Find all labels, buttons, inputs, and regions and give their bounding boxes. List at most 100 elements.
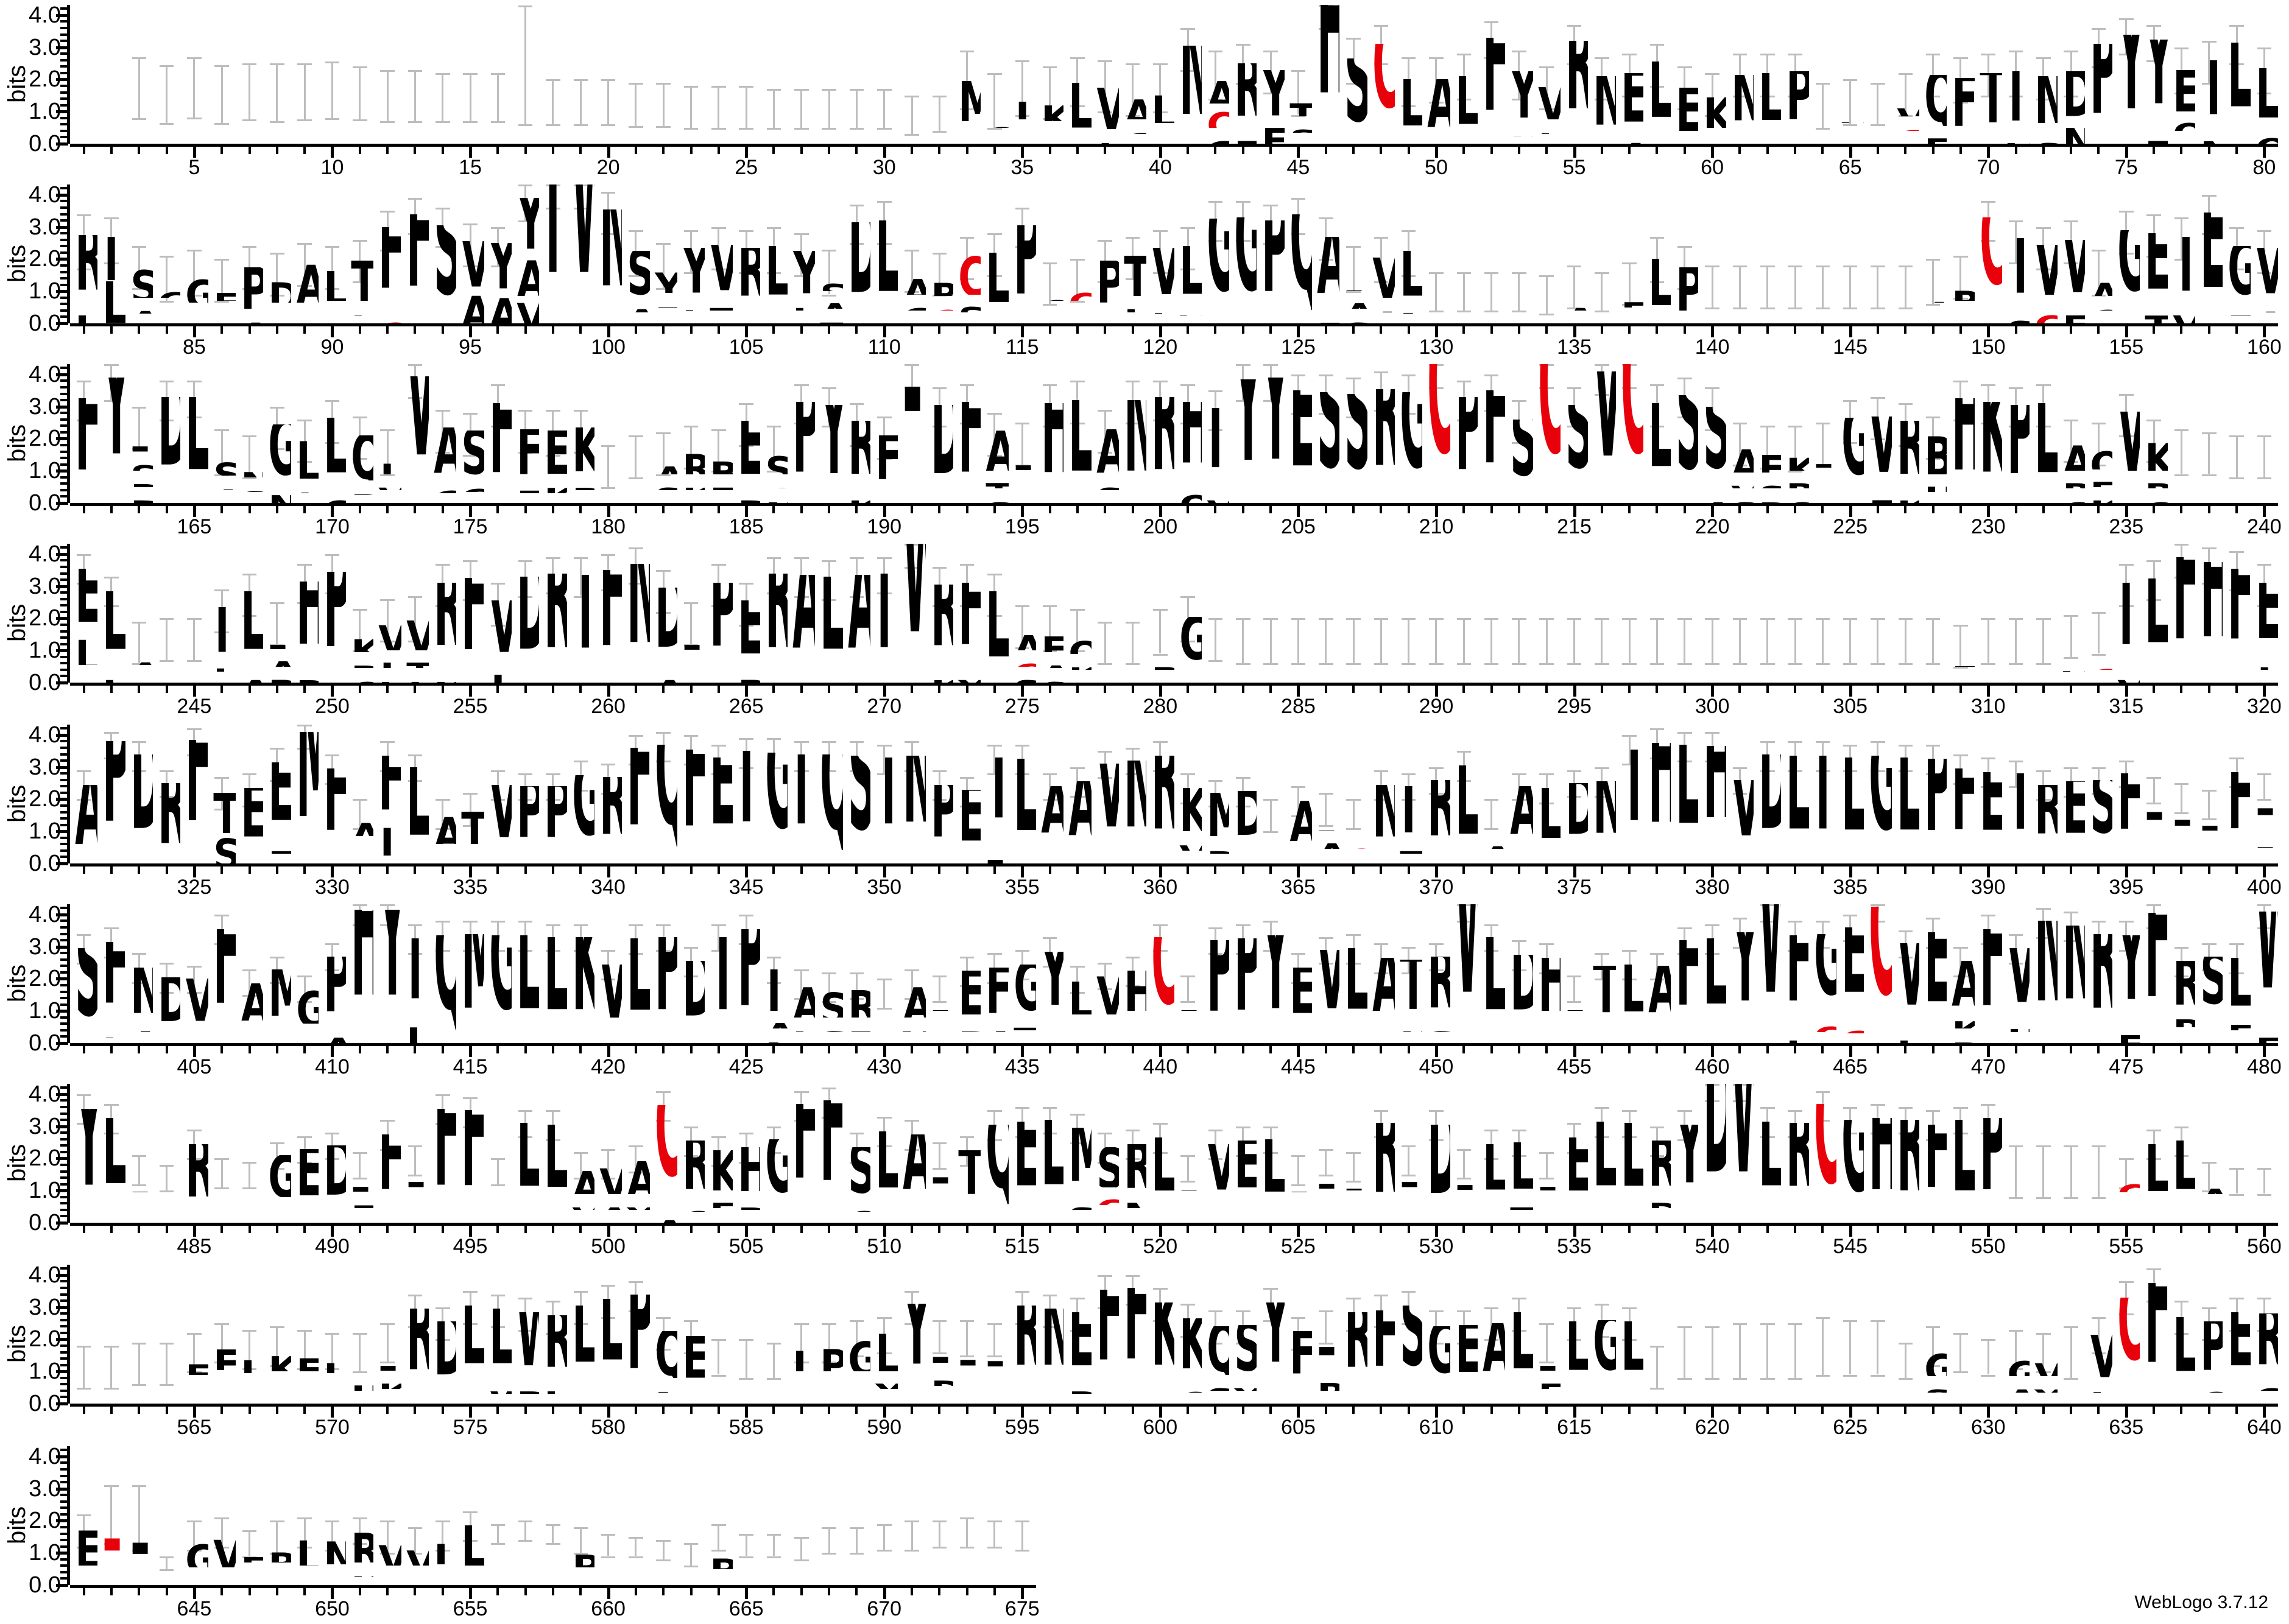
residue-letter: K xyxy=(373,1371,401,1389)
error-bar xyxy=(303,563,306,603)
error-bar-cap-top xyxy=(1595,364,1609,366)
error-bar-cap-top xyxy=(849,557,864,560)
residue-letter: A xyxy=(1063,781,1092,849)
error-bar xyxy=(496,583,499,625)
error-bar-cap-bottom xyxy=(1208,239,1223,242)
residue-letter: – xyxy=(153,644,180,660)
error-bar xyxy=(83,381,85,420)
residue-letter: – xyxy=(1285,854,1312,863)
residue-stack: E xyxy=(2195,213,2223,323)
error-bar-cap-bottom xyxy=(353,924,367,926)
error-bar-cap-top xyxy=(1512,1297,1526,1299)
residue-letter: – xyxy=(130,424,150,454)
error-bar-cap-bottom xyxy=(794,770,809,772)
x-tick-minor xyxy=(938,147,941,154)
residue-letter: S xyxy=(1339,58,1367,144)
residue-letter: D xyxy=(180,303,208,315)
x-tick-minor xyxy=(496,1226,499,1233)
residue-stack: L xyxy=(2030,403,2057,503)
residue-stack: RE– xyxy=(843,985,870,1043)
error-bar xyxy=(2015,220,2017,262)
error-bar-cap-top xyxy=(490,921,506,923)
error-bar xyxy=(800,233,803,275)
error-bar-cap-bottom xyxy=(876,592,892,595)
error-bar-cap-top xyxy=(1208,50,1223,52)
x-tick-minor xyxy=(220,1588,224,1595)
residue-letter: L xyxy=(1009,137,1036,144)
error-bar xyxy=(331,246,333,288)
residue-stack: Y xyxy=(1229,379,1257,503)
residue-stack: F– xyxy=(1092,1290,1119,1404)
error-bar-cap-top xyxy=(739,1133,753,1135)
error-bar-cap-top xyxy=(1871,1103,1885,1106)
error-bar-cap-top xyxy=(766,956,781,958)
residue-stack: LY– xyxy=(870,1333,898,1404)
error-bar xyxy=(359,239,361,282)
x-tick-minor xyxy=(275,147,278,154)
error-bar xyxy=(1711,265,1713,308)
y-tick-labels: 0.0 1.0 2.0 3.0 4.0 xyxy=(18,0,62,155)
residue-letter: – xyxy=(1367,848,1395,863)
error-bar xyxy=(1904,930,1906,957)
residue-letter: A xyxy=(1063,314,1091,323)
error-bar-cap-top xyxy=(1236,1126,1250,1128)
residue-letter: K xyxy=(263,1348,291,1371)
error-bar xyxy=(855,403,858,445)
y-tick-label: 1.0 xyxy=(29,458,61,484)
y-tick-minor xyxy=(60,1099,68,1102)
error-bar-cap-bottom xyxy=(629,583,643,585)
error-bar-cap-top xyxy=(905,1291,919,1293)
residue-letter: T xyxy=(567,575,594,683)
residue-letter: E xyxy=(1919,126,1947,144)
y-tick-label: 2.0 xyxy=(29,966,61,992)
residue-letter: – xyxy=(319,1215,346,1223)
error-bar-cap-top xyxy=(1263,1126,1278,1128)
error-bar-cap-bottom xyxy=(1346,416,1361,418)
error-bar-cap-top xyxy=(794,969,809,971)
residue-letter: – xyxy=(2168,474,2195,490)
residue-stack: R xyxy=(1146,756,1174,863)
error-bar-cap-bottom xyxy=(463,599,478,601)
x-tick-minor xyxy=(2070,866,2073,874)
y-axis-label: bits xyxy=(4,244,30,283)
x-tick-minor xyxy=(1904,326,1907,334)
residue-letter: B xyxy=(705,452,732,474)
residue-stack: F xyxy=(622,748,650,863)
error-bar-cap-bottom xyxy=(1429,102,1444,104)
residue-letter: V xyxy=(2223,131,2250,144)
error-bar-cap-bottom xyxy=(1925,458,1941,460)
x-tick-minor xyxy=(2014,1407,2017,1414)
error-bar-cap-top xyxy=(1125,621,1140,624)
residue-letter: – xyxy=(1174,1393,1202,1404)
error-bar xyxy=(2208,943,2210,969)
error-bar-cap-bottom xyxy=(1732,95,1748,97)
error-bar-cap-top xyxy=(2146,904,2161,906)
error-bar-cap-top xyxy=(2201,943,2217,946)
residue-letter: V xyxy=(208,1535,236,1567)
x-tick-minor xyxy=(1821,326,1824,334)
y-tick-minor xyxy=(60,804,68,807)
y-tick-label: 4.0 xyxy=(29,1081,61,1107)
error-bar-cap-bottom xyxy=(1098,988,1112,991)
error-bar-cap-bottom xyxy=(1125,985,1140,987)
x-tick-minor xyxy=(1462,1407,1465,1414)
x-tick-minor xyxy=(524,326,527,334)
error-bar-cap-top xyxy=(2119,18,2134,21)
x-tick-minor xyxy=(2180,1407,2183,1414)
error-bar-cap-top xyxy=(1015,60,1030,62)
x-tick-minor xyxy=(1959,1226,1962,1233)
error-bar-cap-bottom xyxy=(1318,963,1333,965)
error-bar xyxy=(83,933,85,963)
error-bar xyxy=(83,1094,85,1123)
residue-stack: BHY xyxy=(1919,435,1947,503)
residue-letter: N xyxy=(898,756,926,849)
residue-stack: YHC xyxy=(1505,71,1533,144)
residue-letter: T xyxy=(1119,256,1146,296)
x-axis-line xyxy=(70,1043,2278,1046)
x-tick-minor xyxy=(1352,326,1355,334)
residue-letter: A xyxy=(456,492,484,503)
residue-stack: E–– xyxy=(1450,1325,1478,1404)
y-tick-label: 4.0 xyxy=(29,361,61,387)
residue-letter: L xyxy=(512,493,539,503)
residue-letter: Q xyxy=(1588,133,1615,144)
